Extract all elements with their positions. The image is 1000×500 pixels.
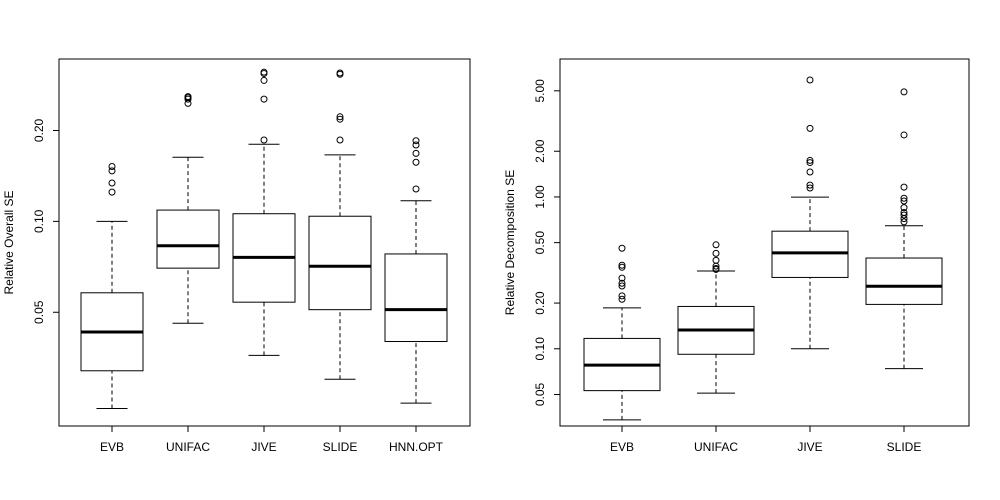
iqr-box (384, 253, 448, 343)
x-tick-label: UNIFAC (166, 440, 210, 454)
outlier-point (712, 249, 720, 257)
box-jive (232, 68, 296, 356)
outlier-point (900, 183, 908, 191)
outlier-point (900, 208, 908, 216)
outlier-point (260, 68, 268, 76)
y-tick-label: 5.00 (533, 79, 547, 103)
outlier-point (900, 131, 908, 139)
outlier-point (336, 115, 344, 123)
outlier-point (900, 211, 908, 219)
outlier-point (412, 137, 420, 145)
outlier-point (260, 136, 268, 144)
outlier-point (806, 184, 814, 192)
x-tick-label: SLIDE (323, 440, 358, 454)
outlier-point (108, 162, 116, 170)
outlier-point (412, 185, 420, 193)
outlier-point (712, 241, 720, 249)
outlier-point (618, 261, 626, 269)
outlier-point (618, 244, 626, 252)
outlier-point (618, 282, 626, 290)
box-evb (80, 162, 144, 409)
outlier-point (618, 295, 626, 303)
outlier-point (712, 264, 720, 272)
iqr-box (865, 257, 943, 305)
y-tick-label: 0.20 (533, 291, 547, 315)
outlier-point (260, 95, 268, 103)
outlier-point (412, 158, 420, 166)
outlier-point (806, 168, 814, 176)
outlier-point (618, 279, 626, 287)
x-axis: EVB UNIFAC JIVE SLIDE HNN.OPT (100, 425, 444, 454)
outlier-point (806, 159, 814, 167)
x-tick-label: EVB (100, 440, 124, 454)
y-tick-label: 0.50 (533, 231, 547, 255)
y-axis-label: Relative Decomposition SE (503, 170, 517, 315)
x-tick-label: JIVE (251, 440, 276, 454)
iqr-box (308, 215, 372, 311)
y-tick-label: 0.05 (32, 300, 46, 324)
outlier-point (618, 274, 626, 282)
y-tick-label: 0.10 (533, 337, 547, 361)
box-jive (771, 76, 849, 350)
panel-1: 0.05 0.10 0.20 Relative Overall SE EVB UNIFAC… (2, 58, 471, 454)
outlier-point (900, 194, 908, 202)
x-tick-label: SLIDE (887, 440, 922, 454)
outlier-point (184, 93, 192, 101)
box-unifac (677, 241, 755, 394)
y-tick-label: 0.05 (533, 382, 547, 406)
x-tick-label: EVB (610, 440, 634, 454)
x-axis: EVB UNIFAC JIVE SLIDE (610, 425, 922, 454)
outlier-point (806, 124, 814, 132)
outlier-point (712, 256, 720, 264)
outlier-point (260, 76, 268, 84)
outlier-point (806, 156, 814, 164)
panel-2: 0.05 0.10 0.20 0.50 1.00 2.00 5.00 Relative Dec… (503, 58, 970, 454)
box-slide (865, 88, 943, 370)
outlier-point (900, 204, 908, 212)
y-axis: 0.05 0.10 0.20 Relative Overall SE (2, 118, 60, 324)
outlier-point (108, 179, 116, 187)
y-tick-label: 0.10 (32, 209, 46, 233)
outlier-point (412, 141, 420, 149)
y-tick-label: 1.00 (533, 185, 547, 209)
box-unifac (156, 93, 220, 324)
x-tick-label: HNN.OPT (389, 440, 444, 454)
box-evb (583, 244, 661, 421)
y-tick-label: 2.00 (533, 139, 547, 163)
outlier-point (336, 136, 344, 144)
outlier-point (618, 263, 626, 271)
x-tick-label: JIVE (797, 440, 822, 454)
outlier-point (900, 218, 908, 226)
outlier-point (900, 88, 908, 96)
y-axis: 0.05 0.10 0.20 0.50 1.00 2.00 5.00 Relative Dec… (503, 79, 561, 406)
box-hnn-opt (384, 137, 448, 404)
outlier-point (108, 188, 116, 196)
outlier-point (806, 76, 814, 84)
box-slide (308, 69, 372, 380)
outlier-point (900, 197, 908, 205)
y-axis-label: Relative Overall SE (2, 190, 16, 294)
outlier-point (336, 113, 344, 121)
y-tick-label: 0.20 (32, 118, 46, 142)
outlier-point (806, 181, 814, 189)
outlier-point (618, 292, 626, 300)
outlier-point (412, 149, 420, 157)
iqr-box (156, 209, 220, 269)
outlier-point (336, 69, 344, 77)
outlier-point (108, 167, 116, 175)
x-tick-label: UNIFAC (694, 440, 738, 454)
